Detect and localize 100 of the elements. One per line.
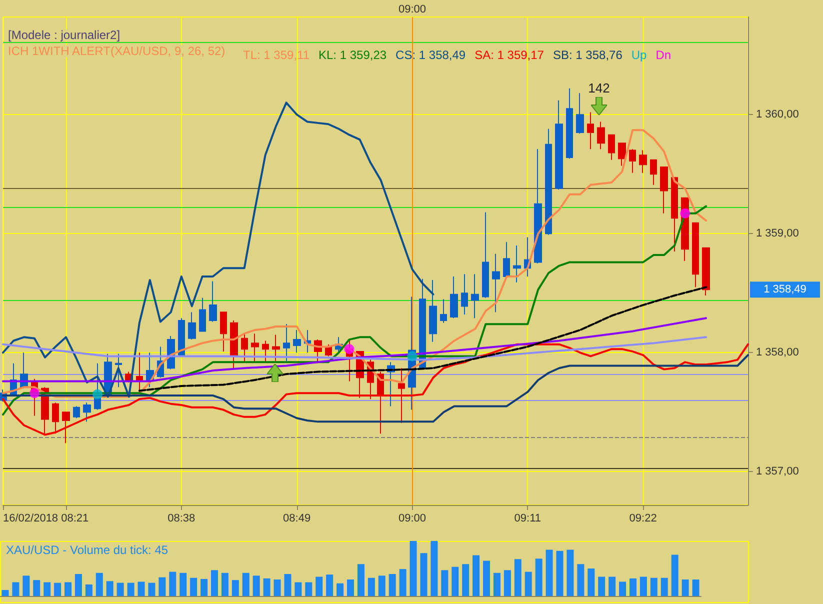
bar xyxy=(619,582,626,596)
bar xyxy=(106,581,114,596)
annotation: 142 xyxy=(588,80,610,96)
bar xyxy=(284,574,292,596)
bar xyxy=(660,578,668,596)
bar xyxy=(577,564,584,596)
candlestick xyxy=(429,280,437,342)
candlestick xyxy=(94,362,101,410)
bar xyxy=(629,578,636,596)
bar xyxy=(22,576,30,596)
bar xyxy=(640,576,647,596)
bar xyxy=(221,572,228,596)
point xyxy=(407,351,418,362)
x-tick-label: 08:49 xyxy=(283,512,311,524)
bar xyxy=(430,541,438,596)
candlestick xyxy=(293,330,301,354)
line-series xyxy=(2,102,434,398)
bar xyxy=(2,590,9,596)
x-tick-label: 16/02/2018 08:21 xyxy=(3,512,89,524)
annotation: [Modele : journalier2] xyxy=(8,28,120,42)
candlestick xyxy=(492,253,500,313)
line-series xyxy=(2,317,708,382)
candlestick xyxy=(199,297,206,332)
bar xyxy=(316,576,323,596)
bar xyxy=(399,569,406,596)
bar xyxy=(158,577,166,596)
candlestick xyxy=(272,334,280,362)
bar xyxy=(116,582,124,596)
candlestick xyxy=(555,100,563,190)
bar xyxy=(96,572,103,596)
bar xyxy=(441,570,448,596)
bar xyxy=(598,576,606,596)
bar xyxy=(190,578,198,596)
text: KL: 1 359,23 xyxy=(318,48,387,62)
bar xyxy=(504,570,511,596)
bar xyxy=(336,583,344,596)
y-tick-label: 1 357,00 xyxy=(756,466,799,478)
bar xyxy=(347,580,354,596)
text: SB: 1 358,76 xyxy=(552,48,623,62)
candlestick xyxy=(671,177,678,252)
bar xyxy=(608,576,616,596)
bar xyxy=(650,578,658,596)
candlestick xyxy=(702,247,710,296)
candlestick xyxy=(251,333,259,363)
candlestick xyxy=(209,280,217,322)
y-tick-label: 1 359,00 xyxy=(756,228,799,240)
bar xyxy=(378,576,386,596)
candlestick xyxy=(283,324,290,362)
candlestick xyxy=(650,159,657,186)
point xyxy=(29,388,40,398)
candlestick xyxy=(608,134,615,160)
line-series xyxy=(2,129,708,398)
y-tick-label: 1 358,00 xyxy=(756,346,799,359)
candlestick xyxy=(587,112,594,150)
candlestick xyxy=(534,148,542,264)
candlestick xyxy=(566,88,573,160)
bar xyxy=(252,576,260,596)
candlestick xyxy=(629,148,636,174)
legend-title: ICH 1WITH ALERT(XAU/USD, 9, 26, 52) xyxy=(8,44,226,58)
candlestick xyxy=(262,340,269,363)
bar xyxy=(138,582,145,596)
point xyxy=(344,344,354,354)
bar xyxy=(12,582,20,596)
candlestick xyxy=(62,412,70,444)
candlestick xyxy=(618,142,626,166)
chart-title: XAU/USD - Volume du tick: 45 xyxy=(6,543,168,557)
x-tick-label: 09:00 xyxy=(398,512,426,524)
x-tick-label: 08:38 xyxy=(168,512,196,524)
candlestick xyxy=(513,245,521,283)
bar xyxy=(546,550,553,596)
bar xyxy=(263,578,270,596)
candlestick xyxy=(377,371,384,434)
bar xyxy=(305,582,312,596)
bar xyxy=(64,582,72,596)
candlestick xyxy=(440,298,447,324)
bar xyxy=(692,580,700,596)
bar xyxy=(44,582,51,596)
bar xyxy=(514,559,522,596)
bar xyxy=(462,564,470,596)
candlestick xyxy=(73,406,80,419)
bar xyxy=(242,572,250,596)
candlestick xyxy=(188,312,196,340)
line-series xyxy=(2,343,749,436)
candlestick xyxy=(471,274,479,319)
bar xyxy=(556,550,564,596)
candlestick xyxy=(639,150,647,174)
bar xyxy=(200,578,208,596)
candlestick xyxy=(220,312,227,352)
bar xyxy=(535,558,542,596)
bar xyxy=(388,574,396,596)
x-tick-label: 09:22 xyxy=(629,512,657,524)
bar xyxy=(420,553,428,596)
bar xyxy=(274,580,281,596)
candlestick xyxy=(461,274,468,316)
candlestick xyxy=(545,128,552,236)
bar xyxy=(169,572,176,596)
ref-line-label: 09:00 xyxy=(398,4,426,16)
bar xyxy=(493,572,500,596)
bar xyxy=(326,574,334,596)
point xyxy=(92,389,102,400)
